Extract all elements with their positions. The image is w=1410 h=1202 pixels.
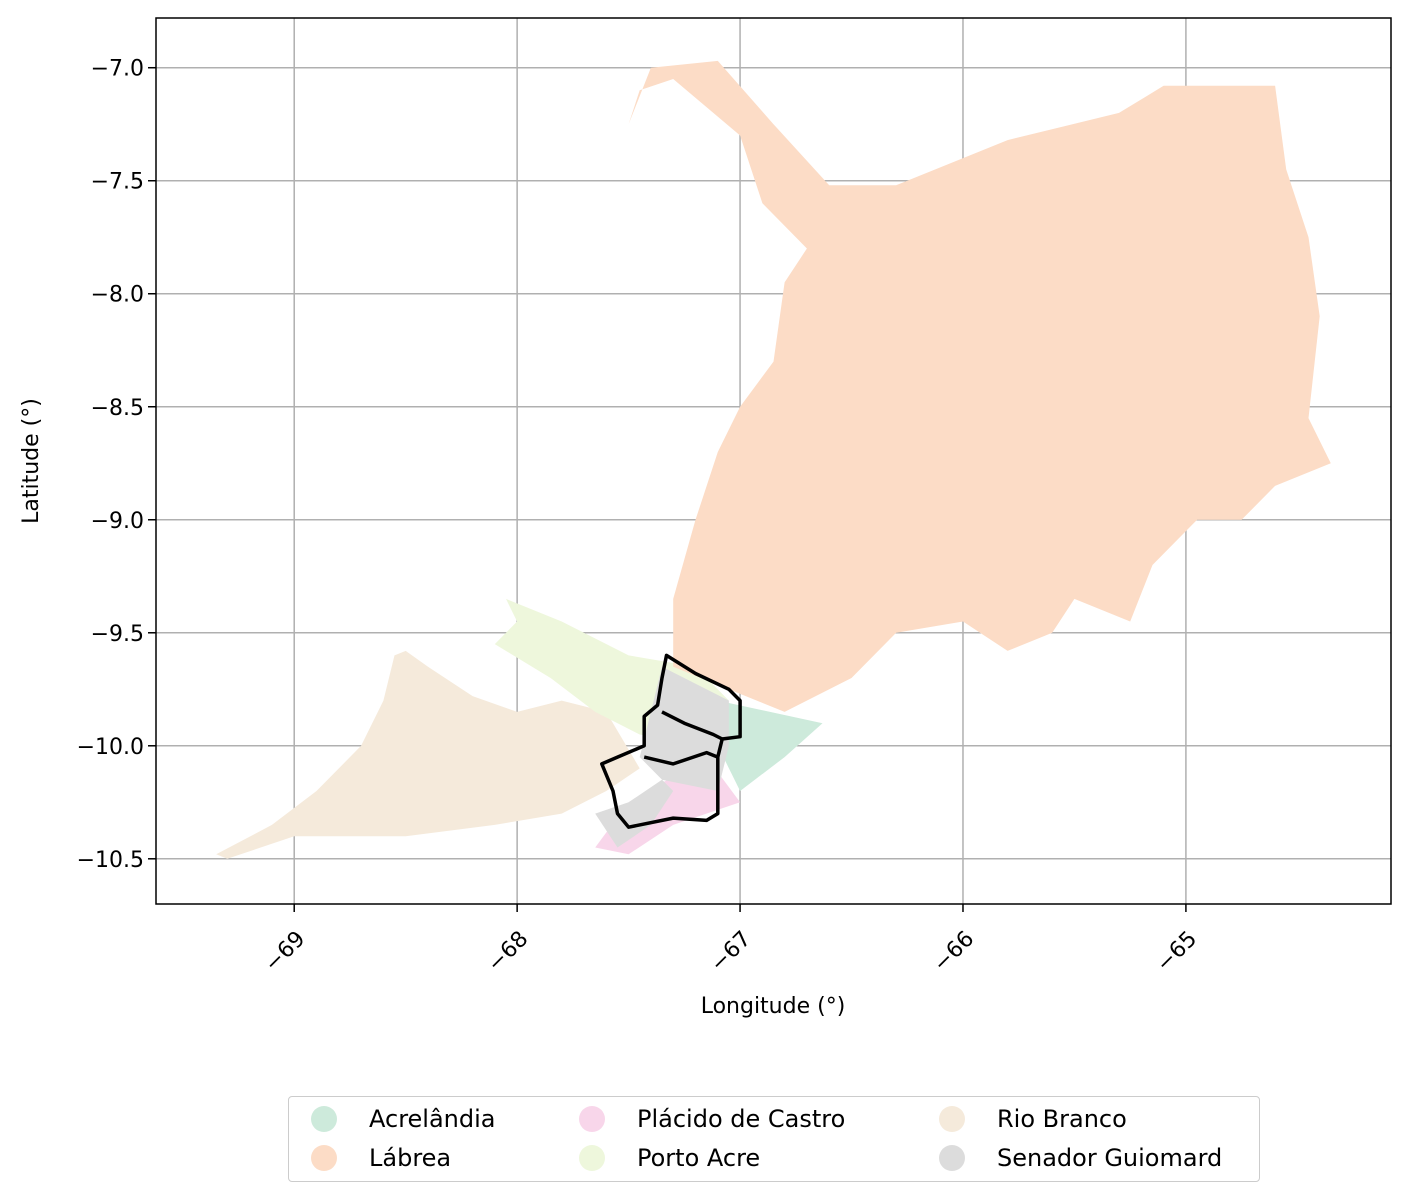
legend-item-senador-guiomard: Senador Guiomard xyxy=(939,1143,1222,1173)
y-axis-ticks: −7.0 −7.5 −8.0 −8.5 −9.0 −9.5 −10.0 −10.5 xyxy=(77,57,156,873)
inner-boundary-line xyxy=(661,710,723,741)
y-tick-label: −7.5 xyxy=(91,170,144,195)
legend-item-placido-de-castro: Plácido de Castro xyxy=(579,1104,845,1134)
plot-frame xyxy=(155,17,1392,905)
inner-boundary-line xyxy=(643,750,719,766)
y-tick-label: −9.5 xyxy=(91,622,144,647)
legend-label: Plácido de Castro xyxy=(637,1105,846,1133)
y-tick-label: −8.5 xyxy=(91,396,144,421)
legend-label: Rio Branco xyxy=(997,1105,1127,1133)
legend-item-porto-acre: Porto Acre xyxy=(579,1143,760,1173)
y-tick-label: −8.0 xyxy=(91,283,144,308)
legend-label: Acrelândia xyxy=(369,1105,496,1133)
region-layer xyxy=(216,60,1331,859)
legend-item-rio-branco: Rio Branco xyxy=(939,1104,1127,1134)
legend-marker xyxy=(311,1145,337,1171)
region-acrelandia xyxy=(717,700,823,791)
y-axis-label: Latitude (°) xyxy=(19,398,44,524)
y-tick-label: −10.0 xyxy=(77,735,144,760)
legend-marker xyxy=(579,1106,605,1132)
y-tick-label: −10.5 xyxy=(77,848,144,873)
region-rio-branco xyxy=(216,650,640,859)
x-tick-label: −65 xyxy=(1152,927,1203,978)
legend-label: Senador Guiomard xyxy=(997,1144,1223,1172)
highlight-outline-layer xyxy=(600,653,742,829)
legend: Acrelândia Lábrea Plácido de Castro Port… xyxy=(288,1096,1260,1182)
legend-item-acrelandia: Acrelândia xyxy=(311,1104,496,1134)
legend-label: Lábrea xyxy=(369,1144,452,1172)
x-tick-label: −68 xyxy=(483,927,534,978)
y-tick-label: −9.0 xyxy=(91,509,144,534)
legend-label: Porto Acre xyxy=(637,1144,761,1172)
legend-marker xyxy=(939,1145,965,1171)
highlighted-area-outline xyxy=(600,653,742,829)
region-senador-guiomard xyxy=(595,666,729,848)
legend-item-labrea: Lábrea xyxy=(311,1143,451,1173)
x-tick-label: −67 xyxy=(706,927,757,978)
region-labrea xyxy=(628,60,1331,712)
legend-marker xyxy=(579,1145,605,1171)
x-axis-ticks: −69 −68 −67 −66 −65 xyxy=(260,904,1202,977)
legend-marker xyxy=(311,1106,337,1132)
x-axis-label: Longitude (°) xyxy=(701,994,846,1019)
x-tick-label: −66 xyxy=(929,927,980,978)
x-tick-label: −69 xyxy=(260,927,311,978)
legend-marker xyxy=(939,1106,965,1132)
y-tick-label: −7.0 xyxy=(91,57,144,82)
